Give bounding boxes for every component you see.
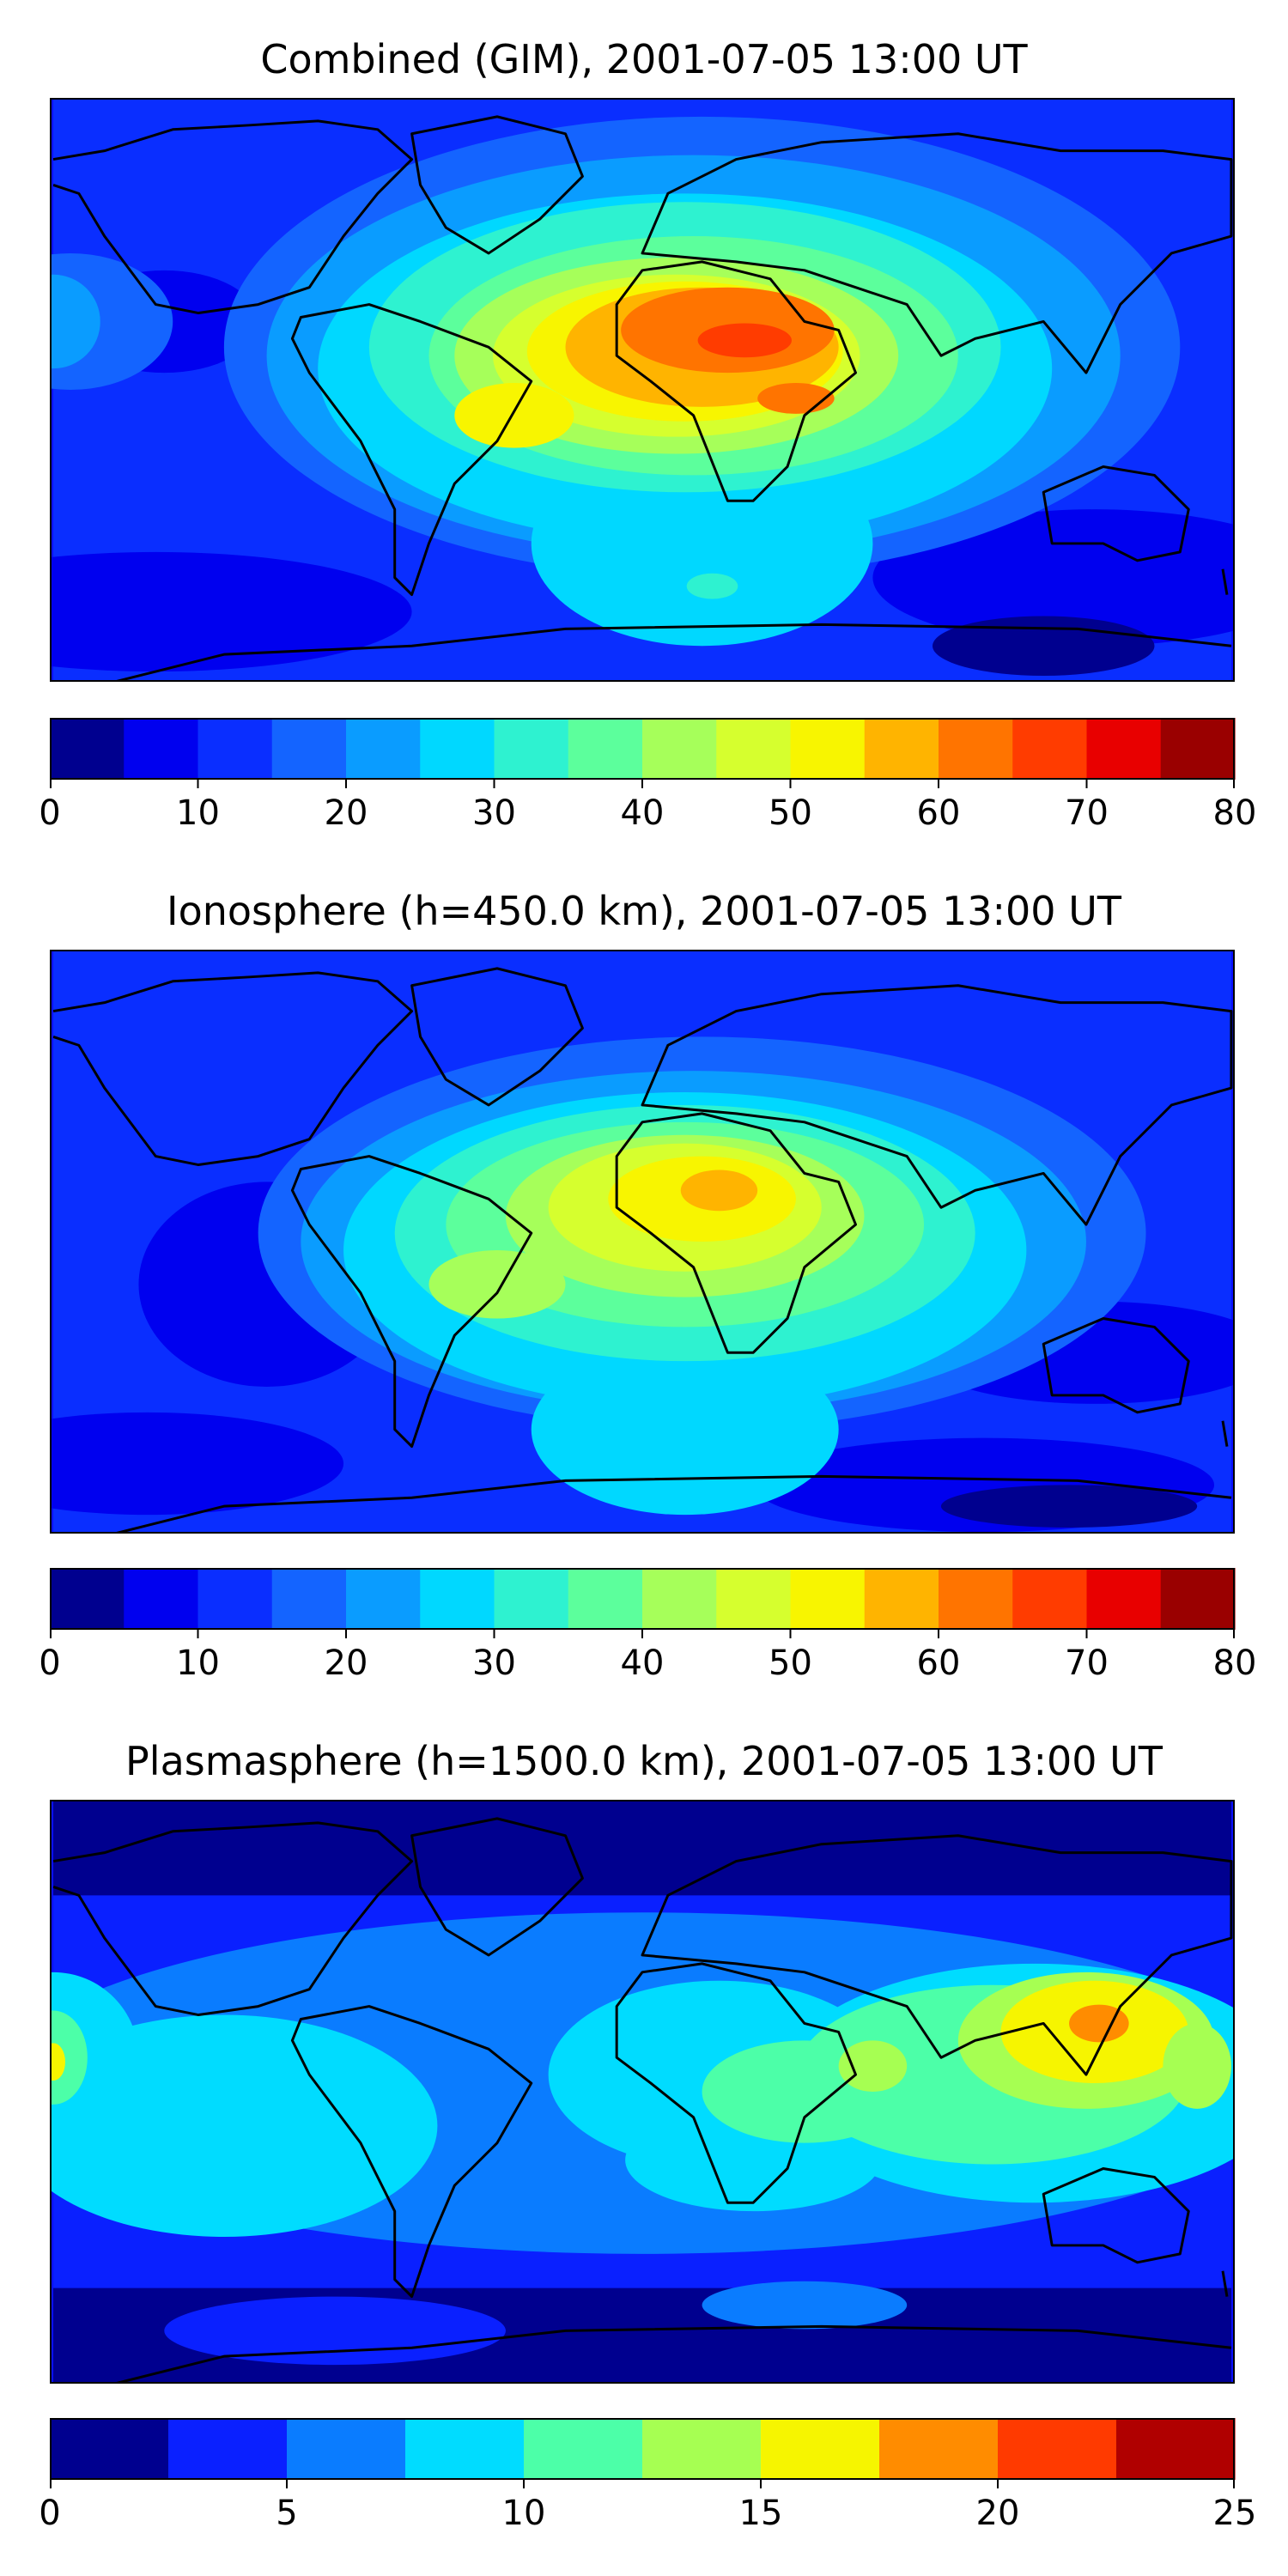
colorbar-tick-label: 0 bbox=[39, 793, 60, 833]
colorbar-segment bbox=[494, 718, 569, 780]
colorbar-segment bbox=[494, 1568, 569, 1630]
colorbar-segment bbox=[420, 718, 495, 780]
colorbar-segment bbox=[197, 1568, 273, 1630]
colorbar-tick-label: 80 bbox=[1213, 1643, 1257, 1683]
colorbar-segment bbox=[939, 1568, 1013, 1630]
colorbar-tick-label: 20 bbox=[325, 793, 368, 833]
colorbar-segment bbox=[168, 2418, 288, 2480]
colorbar-segment bbox=[864, 1568, 939, 1630]
colorbar-segment bbox=[642, 718, 717, 780]
colorbar-segment bbox=[346, 1568, 421, 1630]
colorbar-segment bbox=[939, 718, 1013, 780]
colorbar-segment bbox=[761, 2418, 880, 2480]
colorbar-segment bbox=[1086, 1568, 1162, 1630]
colorbar-tick-label: 40 bbox=[621, 1643, 665, 1683]
colorbar-segment bbox=[879, 2418, 999, 2480]
colorbar-plasmasphere: 0 5 10 15 20 25 bbox=[39, 2418, 1256, 2533]
colorbar-segment bbox=[197, 718, 273, 780]
colorbar-tick-label: 60 bbox=[917, 1643, 961, 1683]
colorbar-segment bbox=[346, 718, 421, 780]
colorbar-segment bbox=[642, 1568, 717, 1630]
colorbar-tick-label: 60 bbox=[917, 793, 961, 833]
colorbar-segment bbox=[1160, 718, 1236, 780]
colorbar-combined: 0 10 20 30 40 50 60 70 80 bbox=[39, 718, 1256, 833]
map-title-plasmasphere: Plasmasphere (h=1500.0 km), 2001-07-05 1… bbox=[125, 1738, 1163, 1784]
colorbar-segment bbox=[568, 1568, 643, 1630]
colorbar-segment bbox=[790, 718, 866, 780]
map-title-ionosphere: Ionosphere (h=450.0 km), 2001-07-05 13:0… bbox=[167, 888, 1121, 934]
colorbar-segment bbox=[1160, 1568, 1236, 1630]
colorbar-tick-label: 70 bbox=[1065, 1643, 1109, 1683]
map-plasmasphere bbox=[50, 1800, 1235, 2384]
colorbar-segment bbox=[864, 718, 939, 780]
colorbar-tick-label: 30 bbox=[472, 1643, 516, 1683]
colorbar-segment bbox=[271, 1568, 347, 1630]
colorbar-tick-label: 70 bbox=[1065, 793, 1109, 833]
colorbar-tick-label: 40 bbox=[621, 793, 665, 833]
colorbar-segment bbox=[405, 2418, 525, 2480]
colorbar-segment bbox=[642, 2418, 762, 2480]
colorbar-segment bbox=[1012, 1568, 1088, 1630]
colorbar-tick-label: 20 bbox=[976, 2494, 1020, 2533]
colorbar-segment bbox=[1012, 718, 1088, 780]
colorbar-tick-label: 25 bbox=[1213, 2494, 1257, 2533]
map-ionosphere bbox=[50, 950, 1235, 1534]
colorbar-ionosphere: 0 10 20 30 40 50 60 70 80 bbox=[39, 1568, 1256, 1683]
colorbar-segment bbox=[287, 2418, 406, 2480]
colorbar-tick-label: 50 bbox=[769, 793, 812, 833]
colorbar-tick-label: 15 bbox=[739, 2494, 783, 2533]
colorbar-segment bbox=[50, 718, 125, 780]
colorbar-segment bbox=[124, 1568, 199, 1630]
colorbar-tick-label: 30 bbox=[472, 793, 516, 833]
colorbar-tick-label: 50 bbox=[769, 1643, 812, 1683]
colorbar-segment bbox=[420, 1568, 495, 1630]
colorbar-segment bbox=[790, 1568, 866, 1630]
colorbar-segment bbox=[568, 718, 643, 780]
colorbar-segment bbox=[1116, 2418, 1236, 2480]
colorbar-segment bbox=[124, 718, 199, 780]
map-combined-gim bbox=[50, 98, 1235, 682]
map-title-combined: Combined (GIM), 2001-07-05 13:00 UT bbox=[260, 36, 1028, 82]
colorbar-segment bbox=[271, 718, 347, 780]
colorbar-border bbox=[50, 718, 1235, 780]
colorbar-tick-label: 10 bbox=[176, 1643, 220, 1683]
colorbar-segment bbox=[1086, 718, 1162, 780]
colorbar-segment bbox=[50, 2418, 169, 2480]
colorbar-segment bbox=[50, 1568, 125, 1630]
colorbar-border bbox=[50, 1568, 1235, 1630]
colorbar-border bbox=[50, 2418, 1235, 2480]
colorbar-tick-label: 80 bbox=[1213, 793, 1257, 833]
colorbar-segment bbox=[716, 1568, 792, 1630]
colorbar-tick-label: 0 bbox=[39, 1643, 60, 1683]
colorbar-tick-label: 5 bbox=[276, 2494, 297, 2533]
colorbar-tick-label: 20 bbox=[325, 1643, 368, 1683]
colorbar-tick-label: 10 bbox=[176, 793, 220, 833]
colorbar-tick-label: 0 bbox=[39, 2494, 60, 2533]
colorbar-segment bbox=[998, 2418, 1117, 2480]
colorbar-segment bbox=[524, 2418, 643, 2480]
colorbar-tick-label: 10 bbox=[502, 2494, 546, 2533]
colorbar-segment bbox=[716, 718, 792, 780]
